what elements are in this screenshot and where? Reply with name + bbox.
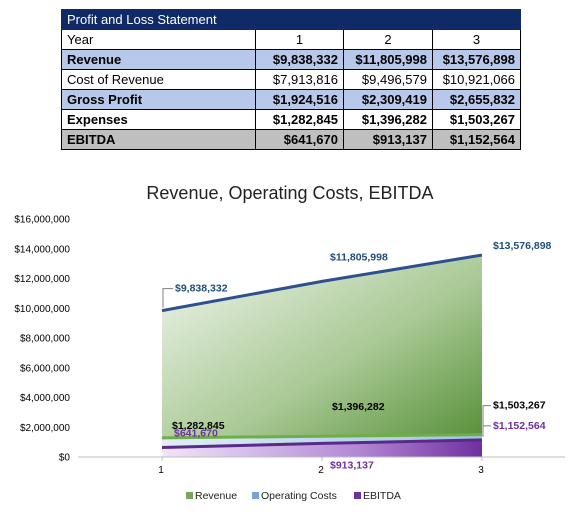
legend-label: Revenue: [195, 490, 237, 502]
cell: $11,805,998: [343, 49, 433, 70]
chart-title: Revenue, Operating Costs, EBITDA: [146, 183, 434, 203]
table-row-cost-of-revenue: Cost of Revenue $7,913,816 $9,496,579 $1…: [61, 69, 521, 90]
y-tick-label: $10,000,000: [14, 304, 70, 315]
y-tick-label: $6,000,000: [20, 363, 70, 374]
line-ebitda: [161, 438, 483, 449]
label-leader-line: [482, 425, 491, 437]
table-header-row: Year 1 2 3: [61, 29, 521, 50]
cell: $9,496,579: [343, 69, 433, 90]
x-tick-label: 2: [318, 465, 324, 476]
cell: $641,670: [255, 129, 344, 150]
legend-label: EBITDA: [363, 490, 401, 502]
row-label: Expenses: [61, 109, 256, 130]
label-leader-line: [482, 405, 491, 432]
y-tick-label: $16,000,000: [14, 215, 70, 226]
chart-plot: $0 $2,000,000 $4,000,000 $6,000,000 $8,000,0…: [14, 215, 565, 502]
table-title-row: Profit and Loss Statement: [61, 9, 521, 30]
row-label: Revenue: [61, 49, 256, 70]
cell: $7,913,816: [255, 69, 344, 90]
cell: $2,655,832: [432, 89, 521, 110]
pl-table: Profit and Loss Statement Year 1 2 3 Rev…: [61, 9, 521, 150]
chart-legend: Revenue Operating Costs EBITDA: [186, 490, 401, 502]
data-label: $913,137: [330, 459, 374, 471]
table-row-gross-profit: Gross Profit $1,924,516 $2,309,419 $2,65…: [61, 89, 521, 110]
chart-data-labels: $9,838,332 $11,805,998 $13,576,898 $1,282,8…: [162, 240, 552, 471]
cell: $2,309,419: [343, 89, 433, 110]
chart-areas: [162, 255, 482, 457]
row-label: EBITDA: [61, 129, 256, 150]
area-ebitda: [162, 439, 482, 457]
line-revenue: [161, 253, 483, 313]
cell: $1,503,267: [432, 109, 521, 130]
legend-swatch-ebitda: [354, 492, 361, 499]
y-tick-label: $4,000,000: [20, 393, 70, 404]
y-tick-label: $0: [59, 453, 71, 464]
cell: $9,838,332: [255, 49, 344, 70]
table-title: Profit and Loss Statement: [61, 9, 521, 30]
data-label: $1,503,267: [493, 400, 546, 412]
x-tick-label: 1: [158, 465, 164, 476]
header-year-3: 3: [432, 29, 521, 50]
cell: $1,152,564: [432, 129, 521, 150]
legend-swatch-operating-costs: [252, 492, 259, 499]
table-row-expenses: Expenses $1,282,845 $1,396,282 $1,503,26…: [61, 109, 521, 130]
label-leader-line: [162, 288, 173, 308]
row-label: Cost of Revenue: [61, 69, 256, 90]
y-tick-label: $8,000,000: [20, 334, 70, 345]
x-axis: 1 2 3: [78, 456, 565, 476]
legend-label: Operating Costs: [261, 490, 337, 502]
legend-swatch-revenue: [186, 492, 193, 499]
line-operating-costs: [161, 433, 483, 440]
y-tick-label: $12,000,000: [14, 274, 70, 285]
cell: $13,576,898: [432, 49, 521, 70]
row-label: Gross Profit: [61, 89, 256, 110]
cell: $913,137: [343, 129, 433, 150]
cell: $1,282,845: [255, 109, 344, 130]
y-tick-label: $2,000,000: [20, 423, 70, 434]
data-label: $1,396,282: [332, 401, 385, 413]
data-label: $1,152,564: [493, 420, 546, 432]
data-label: $9,838,332: [175, 283, 228, 295]
header-year-1: 1: [255, 29, 344, 50]
cell: $1,396,282: [343, 109, 433, 130]
data-label: $13,576,898: [493, 240, 552, 252]
y-tick-label: $14,000,000: [14, 244, 70, 255]
x-tick-label: 3: [478, 465, 484, 476]
chart-lines: [161, 253, 483, 449]
data-label: $641,670: [174, 427, 218, 439]
cell: $10,921,066: [432, 69, 521, 90]
data-label: $11,805,998: [330, 251, 388, 263]
chart: Revenue, Operating Costs, EBITDA $0 $2,00…: [0, 175, 580, 524]
table-row-ebitda: EBITDA $641,670 $913,137 $1,152,564: [61, 129, 521, 150]
data-label: $1,282,845: [172, 420, 225, 432]
y-axis: $0 $2,000,000 $4,000,000 $6,000,000 $8,000,0…: [14, 215, 70, 464]
header-year-2: 2: [343, 29, 433, 50]
area-revenue: [162, 255, 482, 457]
cell: $1,924,516: [255, 89, 344, 110]
header-label: Year: [61, 29, 256, 50]
table-row-revenue: Revenue $9,838,332 $11,805,998 $13,576,8…: [61, 49, 521, 70]
